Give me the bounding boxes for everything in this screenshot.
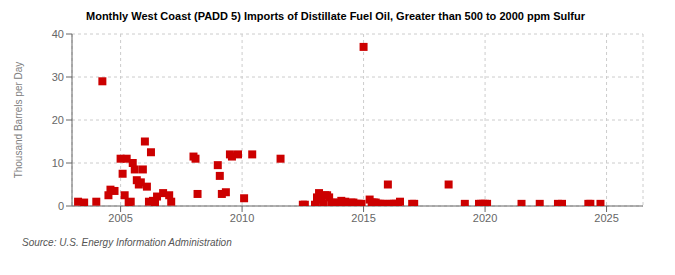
svg-text:2005: 2005 (108, 212, 132, 224)
html-text:Monthly West Coast (PADD 5) Im: Monthly West Coast (PADD 5) Imports of D… (86, 10, 585, 22)
svg-text:0: 0 (58, 200, 64, 212)
svg-text:2010: 2010 (230, 212, 254, 224)
svg-text:30: 30 (52, 71, 64, 83)
svg-text:2020: 2020 (473, 212, 497, 224)
svg-text:10: 10 (52, 157, 64, 169)
svg-text:2025: 2025 (594, 212, 618, 224)
html-text:Source: U.S. Energy Informatio: Source: U.S. Energy Information Administ… (22, 237, 232, 248)
svg-text:40: 40 (52, 28, 64, 40)
svg-text:Thousand Barrels per Day: Thousand Barrels per Day (13, 62, 24, 179)
svg-text:20: 20 (52, 114, 64, 126)
svg-text:2015: 2015 (351, 212, 375, 224)
